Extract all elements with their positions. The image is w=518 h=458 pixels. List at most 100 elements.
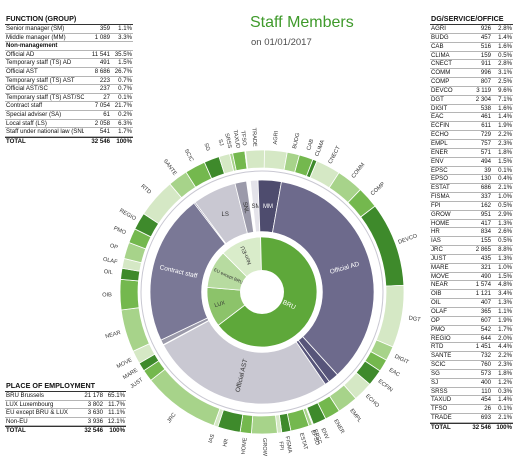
- row-value: 130: [480, 175, 491, 183]
- dg-label-estat: ESTAT: [298, 432, 309, 451]
- table-row: Official AST/SC 237 0.7%: [5, 85, 133, 94]
- row-pct: 2.1%: [498, 414, 512, 422]
- row-pct: 2.1%: [498, 184, 512, 192]
- table-row: OP 607 1.9%: [430, 317, 513, 326]
- dg-label-home: HOME: [241, 437, 249, 455]
- dg-segment-mare: [138, 353, 160, 372]
- row-label: IAS: [431, 237, 441, 245]
- row-value: 2 865: [475, 246, 491, 254]
- row-pct: 1.1%: [498, 308, 512, 315]
- row-value: 757: [480, 139, 491, 147]
- row-pct: 4.8%: [498, 281, 512, 289]
- row-pct: [110, 42, 133, 50]
- row-value: 3 630: [87, 409, 103, 417]
- ring-divider: [140, 170, 384, 414]
- row-value: 155: [480, 237, 491, 245]
- table-row: ESTAT 686 2.1%: [430, 184, 513, 194]
- dg-segment-estat: [286, 408, 310, 432]
- dg-segment-tfso: [244, 150, 249, 170]
- row-label: ECHO: [431, 131, 449, 139]
- row-label: COMM: [431, 69, 451, 77]
- row-label: Official AST: [6, 67, 38, 75]
- row-value: 3 802: [87, 400, 103, 408]
- row-label: MOVE: [431, 272, 449, 280]
- row-label: Temporary staff (TS) AST/SC: [6, 93, 84, 101]
- row-label: ESTAT: [431, 184, 450, 192]
- dg-rows: AGRI 926 2.8% BUDG 457 1.4% CAB 516 1.6% CLIMA 159…: [430, 25, 513, 423]
- dg-label-hr: HR: [222, 438, 230, 447]
- row-pct: 1.7%: [118, 128, 132, 136]
- table-row: AGRI 926 2.8%: [430, 25, 513, 34]
- row-value: 457: [480, 33, 491, 41]
- row-pct: 2.3%: [498, 139, 512, 147]
- row-label: JUST: [431, 254, 447, 262]
- row-label: COMP: [431, 78, 450, 86]
- dg-segment-fisma: [278, 412, 292, 434]
- total-pct: 100%: [496, 423, 512, 431]
- row-pct: 0.5%: [498, 237, 512, 245]
- dg-segment-echo: [343, 372, 371, 400]
- row-value: 223: [99, 76, 110, 84]
- dg-label-taxud: TAXUD: [232, 130, 241, 149]
- table-row: TFSO 26 0.1%: [430, 405, 513, 415]
- row-label: CLIMA: [431, 51, 450, 59]
- dg-label-devco: DEVCO: [397, 233, 418, 246]
- dg-segment-sante: [169, 171, 197, 199]
- row-value: 400: [480, 378, 491, 386]
- row-value: 611: [481, 122, 491, 130]
- table-row: MARE 321 1.0%: [430, 264, 513, 273]
- row-label: Middle manager (MM): [6, 33, 66, 41]
- table-row: FISMA 337 1.0%: [430, 193, 513, 202]
- table-row: DEVCO 3 119 9.6%: [430, 87, 513, 96]
- table-row: BRU Brussels 21 178 65.1%: [5, 392, 126, 401]
- total-value: 32 546: [472, 423, 491, 431]
- dg-segment-rtd: [143, 183, 183, 225]
- row-label: AGRI: [431, 25, 446, 32]
- row-pct: 26.7%: [114, 67, 132, 75]
- table-row: EPSO 130 0.4%: [430, 175, 513, 185]
- table-row: Local staff (LS) 2 058 6.3%: [5, 120, 133, 129]
- row-pct: 1.0%: [498, 263, 512, 271]
- row-value: 237: [99, 85, 110, 93]
- row-label: EPSO: [431, 175, 448, 183]
- row-value: 159: [480, 51, 491, 59]
- row-pct: 7.1%: [498, 95, 512, 103]
- dg-label-fpi: FPI: [277, 441, 284, 451]
- dg-segment-hr: [217, 409, 244, 433]
- row-label: CAB: [431, 42, 444, 50]
- dg-segment-scic: [185, 161, 213, 188]
- dg-segment-oib: [119, 278, 140, 311]
- function-label-oad: Official AD: [329, 261, 360, 276]
- row-label: PMO: [431, 325, 445, 333]
- row-value: 407: [480, 299, 491, 307]
- dg-segment-empl: [328, 384, 357, 412]
- dg-label-sante: SANTE: [162, 158, 178, 177]
- row-value: 8 686: [94, 67, 110, 75]
- table-row: Non-management: [5, 42, 133, 51]
- row-value: 541: [99, 128, 110, 136]
- row-pct: 1.2%: [498, 378, 512, 386]
- place-segment-lux: [206, 286, 264, 326]
- row-pct: 3.4%: [498, 290, 512, 298]
- row-pct: 3.3%: [118, 33, 132, 41]
- row-pct: 1.1%: [118, 25, 132, 32]
- function-table-header: FUNCTION (GROUP): [5, 14, 133, 25]
- row-label: TAXUD: [431, 396, 452, 404]
- dg-segment-sg: [203, 156, 225, 180]
- dg-label-op: OP: [109, 243, 119, 251]
- row-label: OIL: [431, 299, 441, 307]
- table-row: ECFIN 611 1.9%: [430, 122, 513, 132]
- function-label-oast: Official AST: [235, 358, 250, 393]
- dg-label-comm: COMM: [351, 162, 367, 180]
- function-label-ls: LS: [222, 212, 229, 218]
- row-value: 1 089: [94, 33, 110, 41]
- row-value: 1 451: [475, 343, 491, 351]
- table-row: HR 834 2.6%: [430, 228, 513, 238]
- row-label: HR: [431, 228, 440, 236]
- dg-label-sg: SG: [202, 142, 210, 152]
- place-label-bru: BRU: [281, 299, 297, 311]
- table-row: Senior manager (SM) 359 1.1%: [5, 25, 133, 34]
- table-row: BUDG 457 1.4%: [430, 34, 513, 43]
- row-label: DEVCO: [431, 86, 453, 94]
- place-segment-bru: [217, 236, 318, 348]
